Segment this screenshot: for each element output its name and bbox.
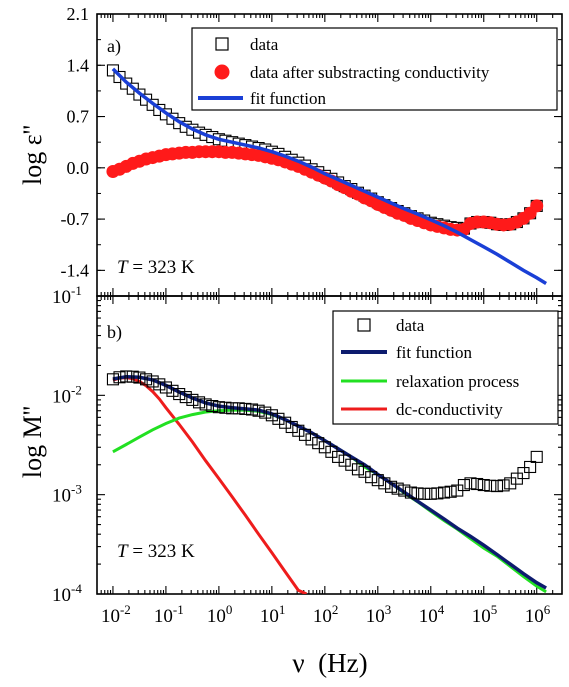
panel-a-label: a)	[107, 36, 121, 57]
panel-b-y-axis-label: log M''	[18, 406, 47, 478]
data-point	[531, 451, 542, 462]
data-point	[419, 488, 430, 499]
data-point	[425, 488, 436, 499]
legend-b-dc-label: dc-conductivity	[396, 400, 503, 419]
y-tick-label: 2.1	[67, 4, 90, 24]
legend-a-data-marker	[216, 38, 228, 50]
legend-a-corrected-marker	[215, 65, 230, 80]
data-point	[439, 487, 450, 498]
panel-a-legend: data data after substracting conductivit…	[192, 28, 557, 110]
data-point	[525, 461, 536, 472]
legend-b-data-marker	[358, 319, 370, 331]
legend-b-data-label: data	[396, 316, 425, 335]
y-tick-label: 10-4	[52, 581, 82, 606]
x-tick-label: 100	[207, 602, 233, 627]
relaxation-process-line	[113, 410, 546, 592]
x-tick-label: 106	[525, 602, 551, 627]
y-tick-label: 10-1	[52, 283, 82, 308]
y-tick-label: 0.7	[67, 107, 90, 127]
data-point	[432, 488, 443, 499]
x-tick-label: 105	[472, 602, 498, 627]
data-point	[492, 481, 503, 492]
y-tick-label: -1.4	[61, 260, 90, 280]
legend-b-relax-label: relaxation process	[396, 372, 519, 391]
y-tick-label: 10-3	[52, 482, 82, 507]
legend-a-data-label: data	[250, 35, 279, 54]
panel-a-temperature: T = 323 K	[117, 257, 195, 278]
x-tick-label: 10-2	[101, 602, 131, 627]
legend-a-corrected-label: data after substracting conductivity	[250, 63, 490, 82]
panel-b-temperature: T = 323 K	[117, 541, 195, 562]
legend-b-fit-label: fit function	[396, 343, 473, 362]
x-tick-label: 101	[260, 602, 286, 627]
panel-b-label: b)	[107, 322, 122, 343]
panel-b: 10-1 10-2 10-3 10-4 10-2 10-1 100 101 102 103 104 1…	[18, 283, 562, 678]
x-tick-label: 104	[419, 602, 445, 627]
y-tick-label: 0.0	[67, 158, 90, 178]
y-tick-label: 10-2	[52, 382, 82, 407]
x-tick-label: 102	[313, 602, 339, 627]
y-tick-label: -0.7	[61, 209, 90, 229]
x-axis-label: ν (Hz)	[292, 648, 367, 678]
data-point	[478, 480, 489, 491]
data-point	[472, 479, 483, 490]
y-tick-label: 1.4	[67, 55, 90, 75]
panel-b-legend: data fit function relaxation process dc-…	[333, 311, 558, 424]
corrected-data-point	[530, 199, 543, 212]
panel-a-y-axis-label: log ε''	[18, 125, 47, 185]
panel-a: 2.1 1.4 0.7 0.0 -0.7 -1.4 a) T = 323 K log ε'…	[18, 4, 562, 296]
x-tick-label: 103	[366, 602, 392, 627]
legend-a-fit-label: fit function	[250, 89, 327, 108]
x-tick-label: 10-1	[154, 602, 184, 627]
data-point	[485, 480, 496, 491]
